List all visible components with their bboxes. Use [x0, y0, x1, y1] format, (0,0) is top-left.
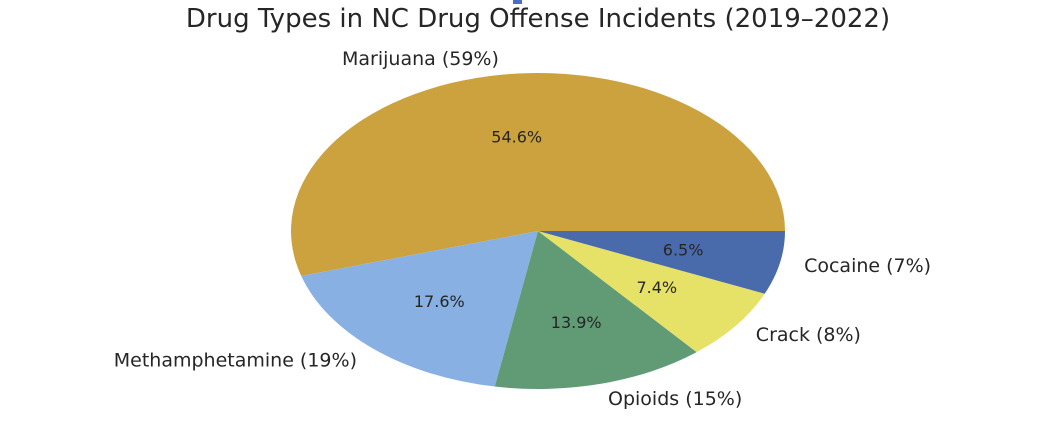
pct-label-opioids: 13.9% [551, 313, 602, 332]
chart-title: Drug Types in NC Drug Offense Incidents … [186, 4, 890, 34]
category-label-crack: Crack (8%) [756, 324, 861, 346]
slice-marijuana [290, 72, 785, 277]
category-label-cocaine: Cocaine (7%) [804, 255, 931, 277]
category-label-methamphetamine: Methamphetamine (19%) [114, 350, 357, 372]
slice-cocaine [538, 231, 785, 294]
slice-opioids [494, 231, 697, 390]
pct-label-methamphetamine: 17.6% [414, 292, 465, 311]
slice-crack [538, 231, 765, 353]
category-label-marijuana: Marijuana (59%) [342, 48, 499, 70]
pie-slices [290, 72, 785, 390]
pct-label-cocaine: 6.5% [663, 241, 704, 260]
category-label-opioids: Opioids (15%) [608, 388, 742, 410]
slice-methamphetamine [301, 231, 538, 387]
pct-label-marijuana: 54.6% [491, 128, 542, 147]
pct-label-crack: 7.4% [636, 278, 677, 297]
top-marker [513, 0, 522, 4]
pie-labels: 54.6% Marijuana (59%) 17.6% Methamphetamine… [114, 48, 931, 410]
